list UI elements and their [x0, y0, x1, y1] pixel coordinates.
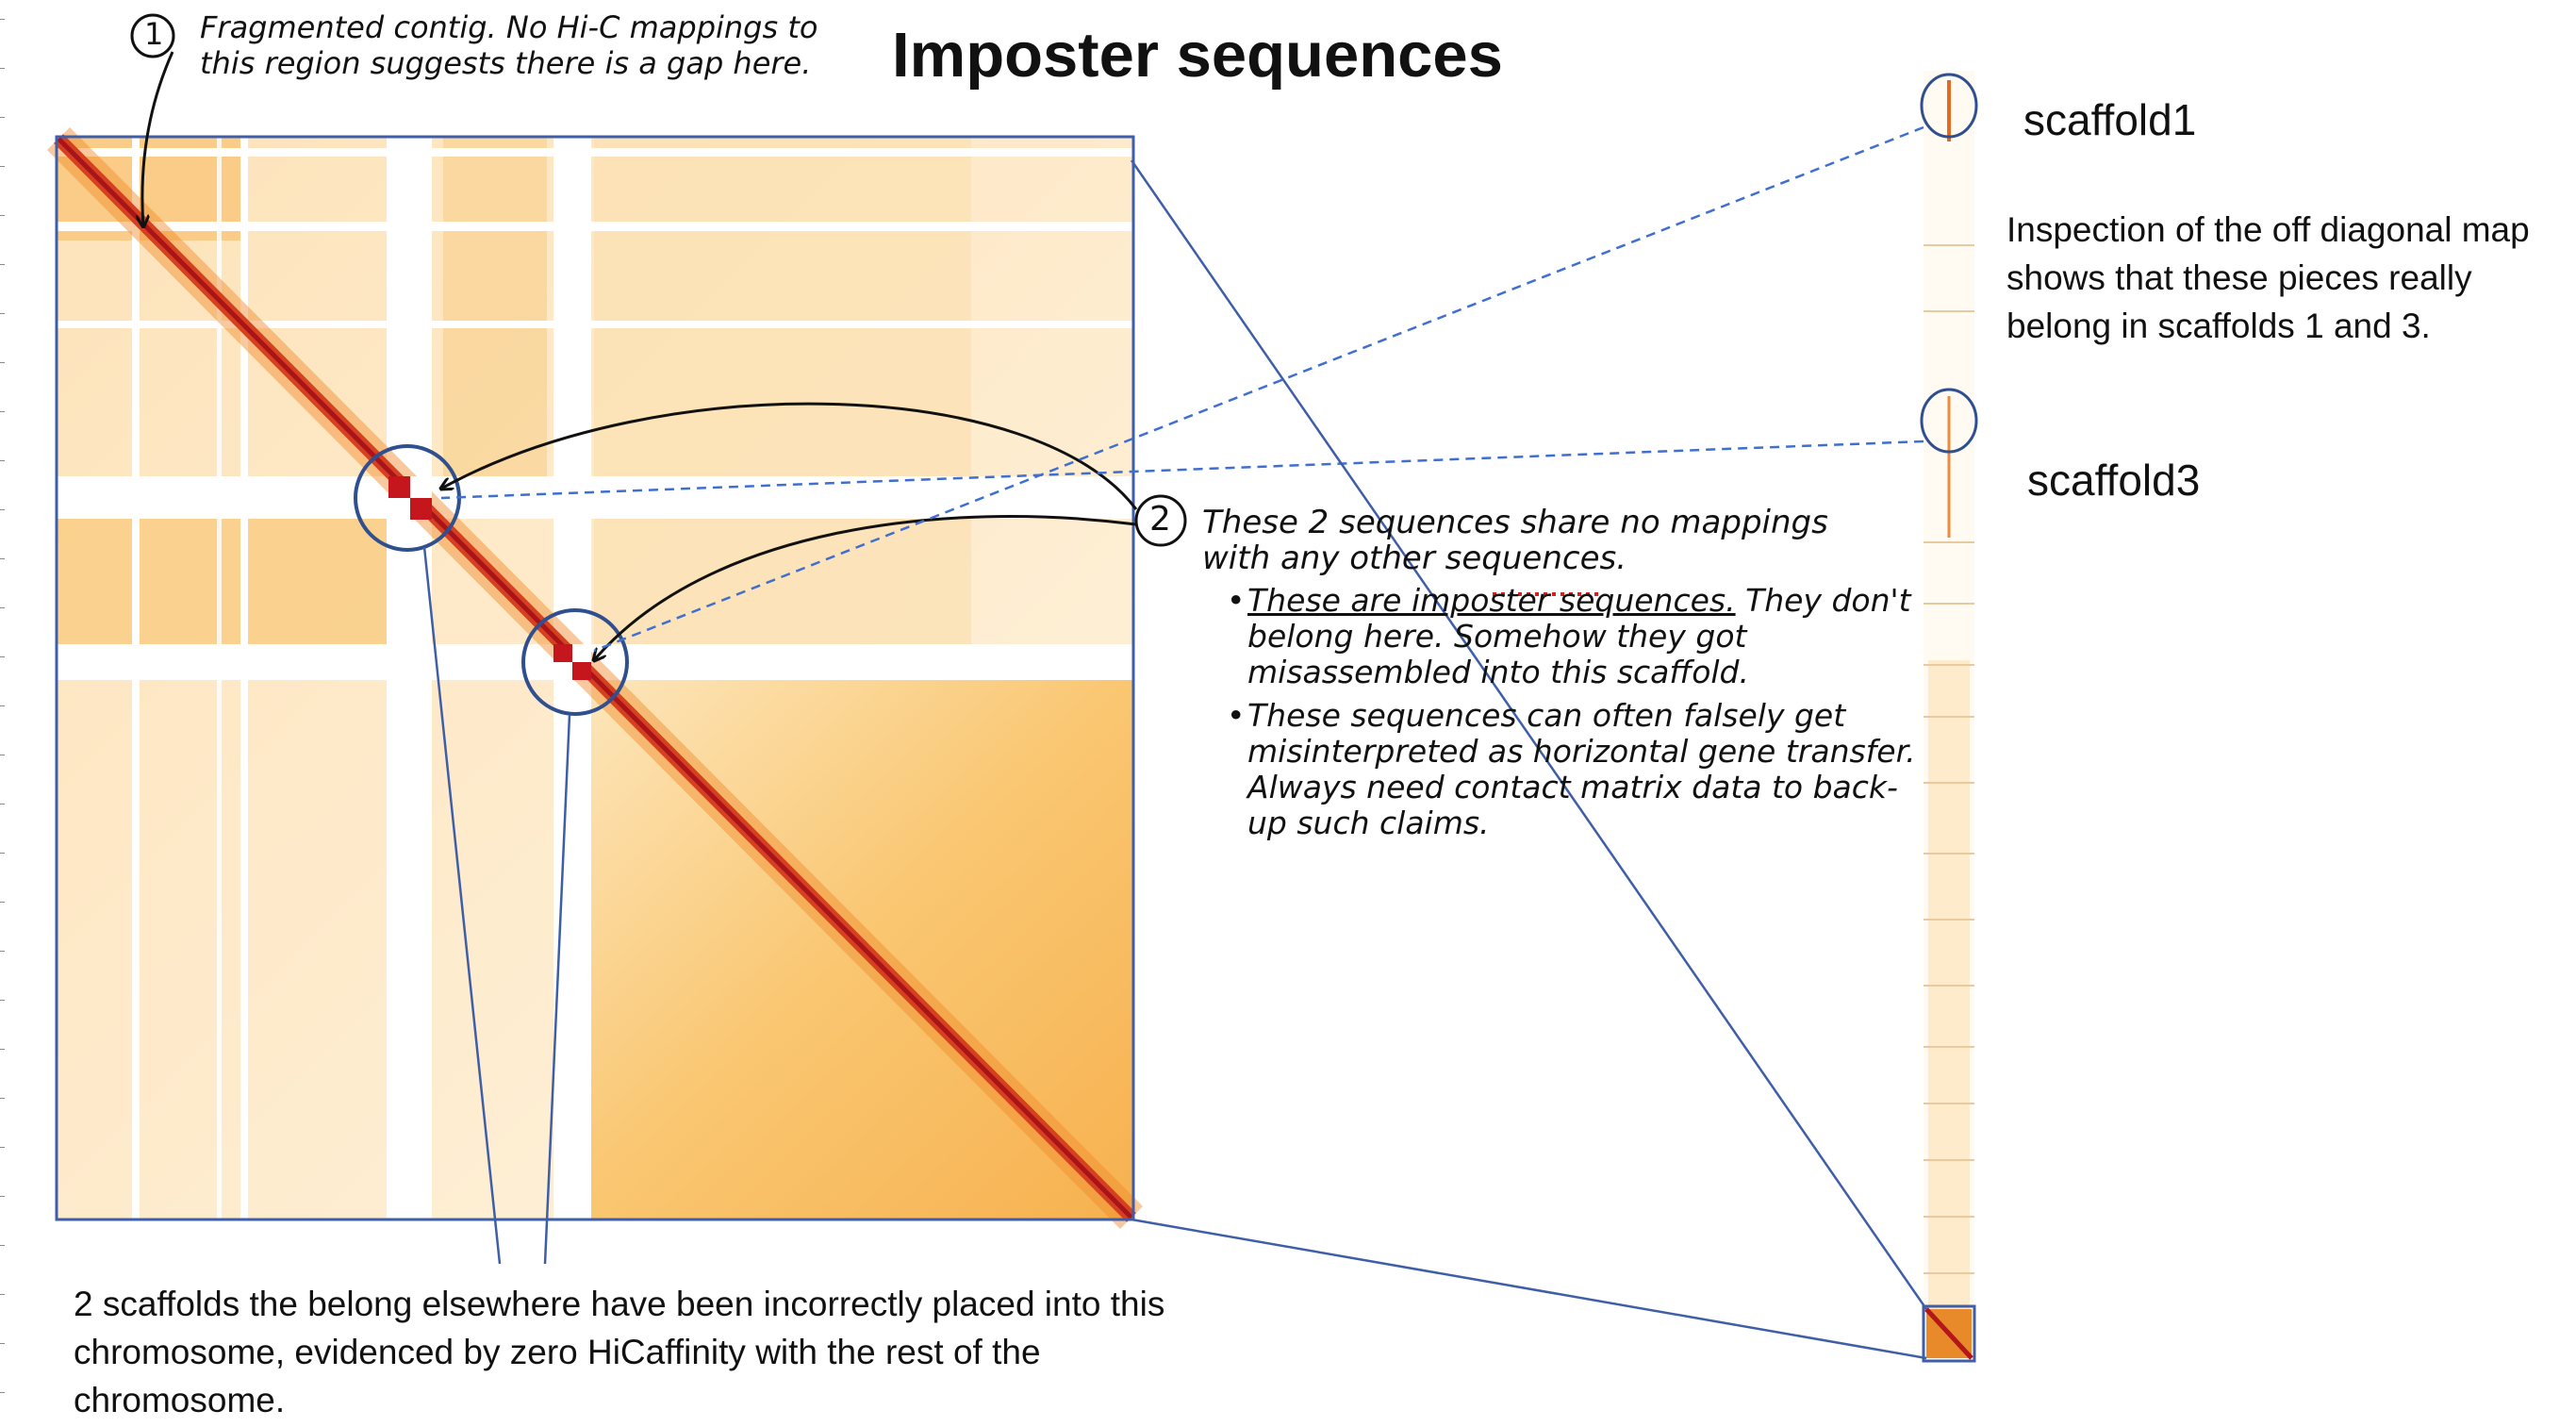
edge-tick [0, 656, 5, 657]
marker-2-circle [1134, 494, 1187, 547]
edge-tick [0, 264, 5, 265]
scaffold1-circle [1920, 73, 1978, 139]
edge-tick [0, 607, 5, 608]
dashed-link-scaffold1 [593, 125, 1924, 653]
edge-tick [0, 1196, 5, 1197]
edge-tick [0, 215, 5, 216]
caption-pointer-2 [543, 714, 571, 1265]
edge-tick [0, 313, 5, 314]
hic-contact-map [46, 127, 1144, 1229]
scaffold3-label: scaffold3 [2027, 456, 2201, 505]
edge-tick [0, 558, 5, 559]
edge-tick [0, 705, 5, 706]
marker-1-number: 1 [144, 16, 164, 52]
scaffold-strip [1922, 71, 1976, 1363]
edge-tick [0, 1294, 5, 1295]
bullet-dot: • [1227, 697, 1246, 734]
scaffold1-label: scaffold1 [2023, 95, 2197, 144]
edge-tick [0, 460, 5, 461]
page-title: Imposter sequences [892, 20, 1503, 91]
imposter-note-bullet-1-underlined: These are imposter sequences. [1247, 582, 1736, 619]
heatmap-block-a [57, 509, 391, 651]
edge-tick [0, 1392, 5, 1393]
imposter-note-heading: These 2 sequences share no mappings with… [1202, 504, 1828, 577]
zoom-line-bottom [1131, 1218, 1927, 1360]
imposter-note-bullet-2-text: These sequences can often falsely get mi… [1247, 697, 1916, 841]
imposter-block-2 [553, 644, 591, 680]
edge-tick [0, 117, 5, 118]
imposter-note-bullet-2: • These sequences can often falsely get m… [1227, 697, 1926, 841]
marker-1-circle [130, 13, 175, 58]
zoom-line-top [1130, 159, 1928, 1310]
edge-tick [0, 1343, 5, 1344]
edge-tick [0, 1049, 5, 1050]
edge-tick [0, 411, 5, 412]
imposter-circle-2 [521, 608, 629, 716]
fragmented-contig-note: Fragmented contig. No Hi-C mappings to t… [200, 9, 818, 81]
marker-2-number: 2 [1149, 500, 1171, 539]
imposter-note-bullet-1-rest: They don't belong here. Somehow they got… [1247, 582, 1911, 690]
edge-tick [0, 1245, 5, 1246]
inspection-note: Inspection of the off diagonal map shows… [2006, 210, 2530, 345]
edge-tick [0, 362, 5, 363]
edge-tick [0, 1000, 5, 1001]
edge-tick [0, 19, 5, 20]
arrow-fragmented-contig [142, 51, 174, 226]
dashed-link-scaffold3 [440, 440, 1924, 500]
arrow-imposter-1 [441, 402, 1138, 510]
edge-tick [0, 804, 5, 805]
scaffold3-circle [1920, 388, 1978, 454]
heatmap-frame [55, 135, 1135, 1221]
edge-tick [0, 166, 5, 167]
caption-pointer-1 [422, 546, 502, 1265]
bullet-dot: • [1227, 582, 1246, 619]
arrow-imposter-2 [594, 515, 1137, 660]
edge-tick [0, 1147, 5, 1148]
edge-tick [0, 68, 5, 69]
edge-tick [0, 509, 5, 510]
edge-tick [0, 1098, 5, 1099]
bottom-caption: 2 scaffolds the belong elsewhere have be… [74, 1285, 1165, 1419]
edge-tick [0, 902, 5, 903]
edge-tick [0, 853, 5, 854]
imposter-note-bullet-1: • These are imposter sequences. They don'… [1227, 582, 1926, 690]
imposter-block-1 [388, 476, 432, 520]
edge-tick [0, 951, 5, 952]
left-edge-ticks [0, 0, 6, 1427]
